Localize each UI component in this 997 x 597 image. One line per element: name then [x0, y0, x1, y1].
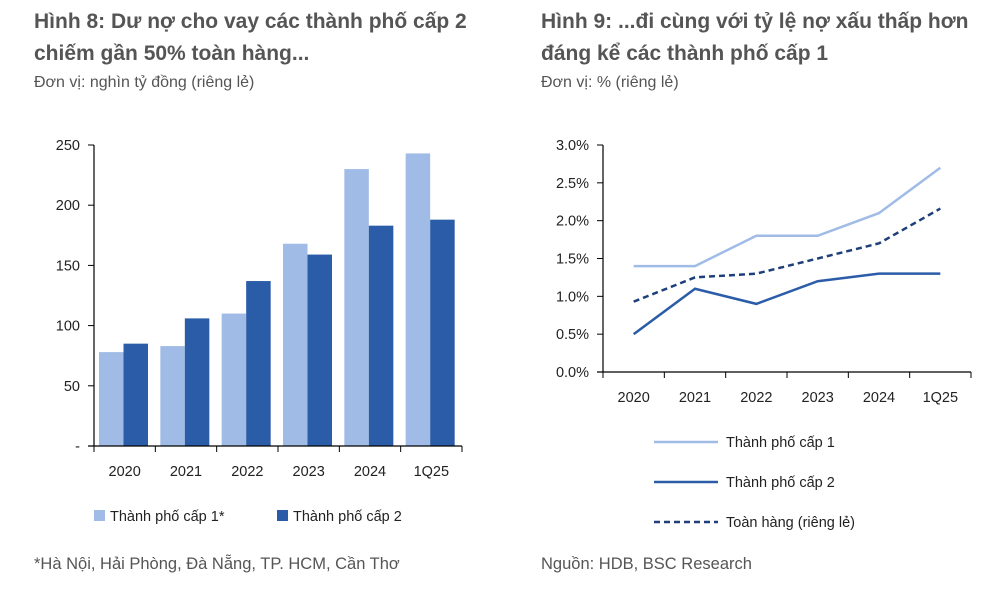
x-tick-label: 2023: [293, 464, 325, 480]
x-tick-label: 1Q25: [923, 390, 958, 406]
bar-0-1: [160, 346, 185, 446]
y-tick-label: 3.0%: [556, 138, 589, 154]
series-line-0: [633, 166, 942, 268]
legend-label: Thành phố cấp 2: [726, 475, 835, 491]
x-tick-label: 2020: [109, 464, 141, 480]
y-tick-label: 150: [56, 258, 80, 274]
bar-0-2: [221, 313, 247, 446]
bar-1-2: [246, 281, 271, 446]
x-tick-label: 2022: [740, 390, 772, 406]
y-tick-label: 2.5%: [556, 176, 589, 192]
series-line-1: [632, 272, 941, 336]
bar-1-3: [307, 254, 332, 446]
bar-1-4: [368, 225, 394, 446]
chart1-note: *Hà Nội, Hải Phòng, Đà Nẵng, TP. HCM, Cầ…: [34, 555, 400, 573]
y-tick-label: 0.0%: [556, 365, 589, 381]
legend-label: Toàn hàng (riêng lẻ): [726, 515, 855, 531]
y-tick-label: 0.5%: [556, 327, 589, 343]
series-line-2: [633, 207, 941, 303]
y-tick-label: 100: [56, 319, 80, 335]
legend-label: Thành phố cấp 2: [293, 509, 402, 525]
y-tick-label: 50: [64, 379, 80, 395]
bar-0-5: [405, 153, 431, 447]
y-tick-label: 1.0%: [556, 289, 589, 305]
bar-0-4: [344, 169, 369, 446]
x-tick-label: 2024: [863, 390, 895, 406]
x-tick-label: 2021: [679, 390, 711, 406]
y-tick-label: 1.5%: [556, 252, 589, 268]
legend-swatch: [277, 510, 288, 521]
bar-1-0: [123, 343, 148, 446]
x-tick-label: 2024: [354, 464, 386, 480]
chart1-header: Hình 8: Dư nợ cho vay các thành phố cấp …: [34, 6, 504, 92]
chart2-header: Hình 9: ...đi cùng với tỷ lệ nợ xấu thấp…: [541, 6, 991, 92]
bar-1-1: [184, 318, 210, 446]
x-tick-label: 2023: [802, 390, 834, 406]
y-tick-label: 2.0%: [556, 214, 589, 230]
x-tick-label: 2021: [170, 464, 202, 480]
chart2-title: Hình 9: ...đi cùng với tỷ lệ nợ xấu thấp…: [541, 10, 969, 65]
y-tick-label: 250: [56, 138, 80, 154]
x-tick-label: 1Q25: [414, 464, 449, 480]
bar-0-3: [283, 243, 308, 446]
legend-label: Thành phố cấp 1*: [110, 509, 225, 525]
chart1-unit: Đơn vị: nghìn tỷ đồng (riêng lẻ): [34, 74, 255, 91]
x-tick-label: 2022: [231, 464, 263, 480]
legend-swatch: [94, 510, 105, 521]
bar-0-0: [99, 352, 124, 446]
chart1-title: Hình 8: Dư nợ cho vay các thành phố cấp …: [34, 10, 467, 65]
legend-label: Thành phố cấp 1: [726, 435, 835, 451]
y-tick-label: 200: [56, 198, 80, 214]
chart2-unit: Đơn vị: % (riêng lẻ): [541, 74, 679, 91]
bar-1-5: [430, 219, 455, 446]
x-tick-label: 2020: [618, 390, 650, 406]
y-tick-label: -: [75, 439, 80, 455]
chart2-source: Nguồn: HDB, BSC Research: [541, 555, 752, 573]
